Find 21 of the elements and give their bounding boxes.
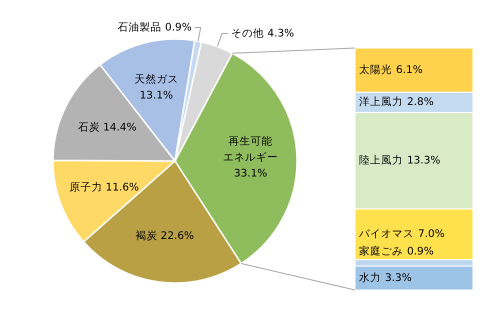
slice-label: 原子力 11.6% [69, 180, 140, 194]
data-label: 13.3% [407, 154, 440, 167]
data-label: 2.8% [407, 96, 434, 108]
series-label: バイオマス [358, 228, 414, 240]
data-label: 7.0% [418, 228, 445, 240]
data-label: 0.9% [407, 245, 434, 258]
data-label: 13.1% [140, 90, 174, 102]
data-label: 33.1% [234, 168, 268, 180]
slice-label: 石油製品 0.9% [118, 20, 192, 34]
slice-label: 石炭 14.4% [78, 120, 136, 134]
slice-label: その他 4.3% [231, 27, 294, 40]
slice-label: 褐炭 22.6% [135, 228, 194, 242]
series-label: 洋上風力 [359, 95, 403, 108]
series-label: 太陽光 [359, 62, 392, 76]
data-label: 3.3% [385, 272, 412, 284]
slice-label: 天然ガス [134, 74, 178, 86]
slice-label: 再生可能エネルギー [223, 134, 278, 164]
series-label: 水力 [359, 270, 381, 284]
series-label: 家庭ごみ [359, 244, 403, 258]
data-label: 6.1% [396, 64, 423, 76]
series-label: 陸上風力 [359, 154, 403, 167]
